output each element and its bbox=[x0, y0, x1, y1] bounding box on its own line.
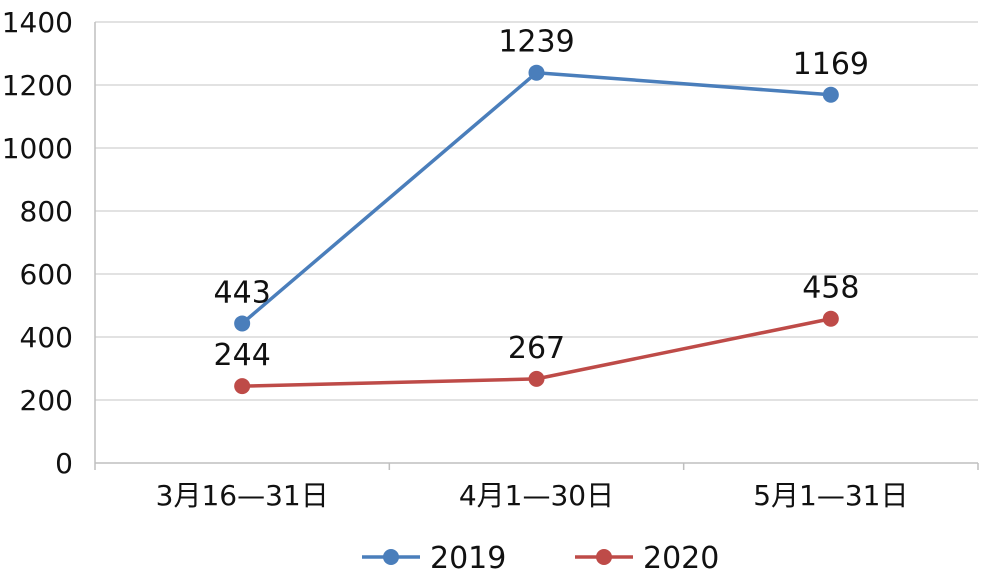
gridlines bbox=[95, 21, 978, 401]
y-tick-label: 400 bbox=[20, 321, 73, 354]
data-point-2020 bbox=[528, 370, 545, 387]
data-label-2020: 458 bbox=[802, 271, 859, 306]
axes bbox=[94, 22, 979, 470]
y-tick-label: 1000 bbox=[2, 132, 73, 165]
legend-marker-2019 bbox=[383, 549, 399, 565]
data-point-2019 bbox=[822, 86, 839, 103]
x-axis-tick-labels: 3月16—31日 4月1—30日 5月1—31日 bbox=[156, 479, 909, 512]
legend: 2019 2020 bbox=[362, 541, 719, 576]
data-label-2020: 267 bbox=[508, 331, 565, 366]
y-tick-label: 1400 bbox=[2, 6, 73, 39]
data-labels: 443 1239 1169 244 267 458 bbox=[214, 25, 869, 373]
data-point-2019 bbox=[234, 315, 251, 332]
series-line-2019 bbox=[241, 70, 831, 325]
data-point-2019 bbox=[528, 64, 545, 81]
data-label-2019: 1169 bbox=[793, 47, 869, 82]
x-tick-label: 3月16—31日 bbox=[156, 479, 329, 512]
data-label-2019: 443 bbox=[214, 275, 271, 310]
x-tick-label: 4月1—30日 bbox=[459, 479, 614, 512]
data-point-2020 bbox=[822, 310, 839, 327]
data-label-2020: 244 bbox=[214, 338, 271, 373]
y-tick-label: 1200 bbox=[2, 69, 73, 102]
data-point-2020 bbox=[234, 378, 251, 395]
legend-label-2020: 2020 bbox=[643, 541, 719, 576]
y-tick-label: 0 bbox=[55, 447, 73, 480]
series-lines bbox=[234, 64, 839, 395]
y-tick-label: 200 bbox=[20, 384, 73, 417]
y-tick-label: 600 bbox=[20, 258, 73, 291]
y-axis-tick-labels: 0 200 400 600 800 1000 1200 1400 bbox=[2, 6, 73, 480]
x-tick-label: 5月1—31日 bbox=[753, 479, 908, 512]
legend-label-2019: 2019 bbox=[430, 541, 506, 576]
data-label-2019: 1239 bbox=[498, 25, 574, 60]
y-tick-label: 800 bbox=[20, 195, 73, 228]
legend-marker-2020 bbox=[596, 549, 612, 565]
